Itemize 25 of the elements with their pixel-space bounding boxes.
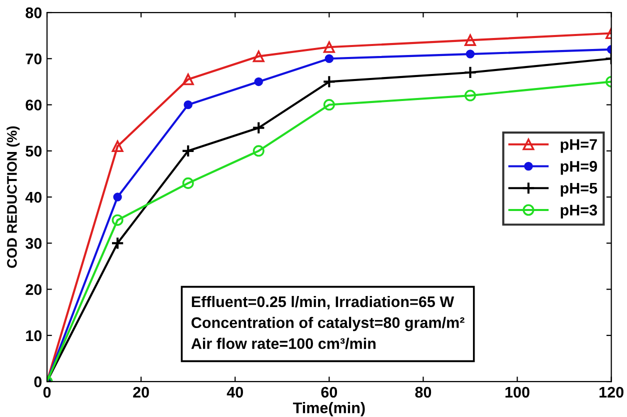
- y-axis-title: COD REDUCTION (%): [6, 126, 20, 268]
- x-tick-label: 20: [133, 386, 149, 398]
- legend-label: pH=5: [560, 182, 598, 197]
- legend-label: pH=9: [560, 160, 598, 175]
- y-tick-label: 10: [26, 330, 42, 342]
- legend-label: pH=3: [560, 204, 598, 219]
- x-tick-label: 0: [43, 386, 51, 398]
- annotation: Concentration of catalyst=80 gram/m²: [192, 316, 464, 332]
- y-tick-label: 50: [26, 146, 42, 157]
- y-tick-label: 40: [25, 192, 42, 203]
- y-tick-label: 30: [26, 238, 42, 249]
- x-tick-label: 100: [505, 386, 530, 398]
- x-axis-title: Time(min): [292, 402, 365, 416]
- x-tick-label: 60: [321, 386, 338, 398]
- y-tick-label: 60: [26, 100, 42, 110]
- legend-label: pH=7: [560, 139, 597, 153]
- y-tick-label: 20: [26, 284, 42, 295]
- y-tick-label: 0: [34, 376, 42, 388]
- y-tick-label: 80: [26, 7, 42, 18]
- x-tick-label: 80: [415, 386, 432, 398]
- y-tick-label: 70: [26, 54, 42, 64]
- annotation: Air flow rate=100 cm³/min: [191, 338, 376, 350]
- x-tick-label: 120: [600, 386, 624, 398]
- annotation: Effluent=0.25 l/min, Irradiation=65 W: [192, 296, 454, 310]
- x-tick-label: 40: [226, 386, 243, 398]
